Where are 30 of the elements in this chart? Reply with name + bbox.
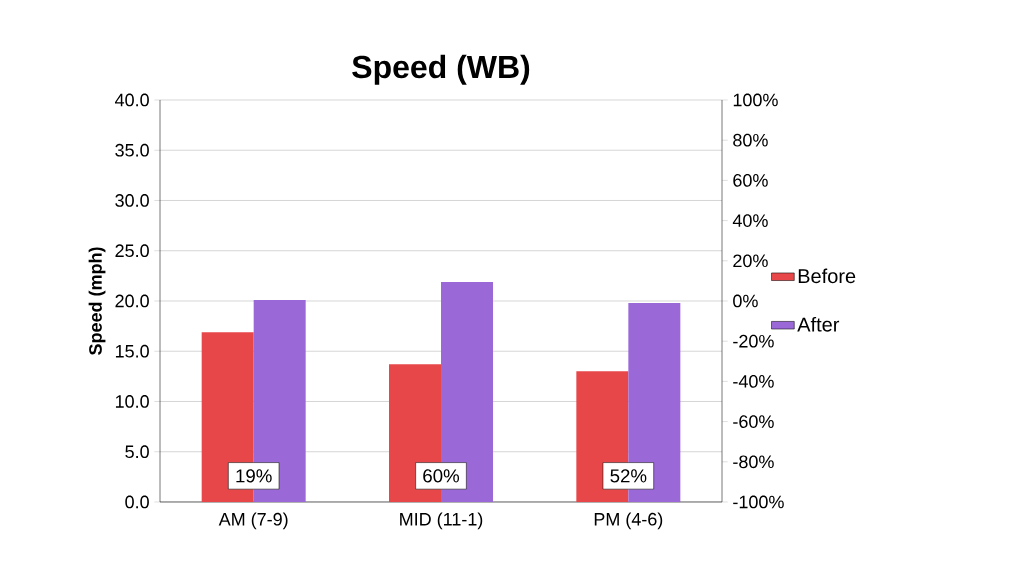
y-tick-label: 15.0 (115, 344, 149, 358)
y2-tick-label: 0% (733, 294, 758, 308)
y-tick-label: 20.0 (115, 294, 149, 308)
y2-tick-label: -20% (733, 334, 774, 348)
y-tick-label: 40.0 (115, 93, 149, 107)
legend-label: After (797, 316, 840, 332)
y-tick-label: 25.0 (115, 244, 149, 258)
y-tick-label: 5.0 (125, 445, 149, 459)
y2-tick-label: 100% (733, 93, 778, 107)
y-tick-label: 35.0 (115, 143, 149, 157)
annotation: 52% (610, 469, 647, 483)
y2-tick-label: 40% (732, 214, 768, 227)
legend-label: Before (798, 268, 856, 284)
annotation: 19% (236, 469, 272, 483)
y-tick-label: 30.0 (115, 194, 149, 207)
y2-tick-label: 20% (733, 254, 768, 268)
chart-title: Speed (WB) (352, 54, 530, 85)
y2-tick-label: -100% (733, 495, 784, 509)
x-tick-label: PM (4-6) (594, 512, 663, 530)
y2-tick-label: 60% (733, 174, 768, 187)
x-tick-label: MID (11-1) (400, 512, 483, 530)
y2-tick-label: -40% (733, 375, 774, 388)
y-axis-title: Speed (mph) (88, 247, 106, 355)
y2-tick-label: -80% (733, 455, 774, 469)
y-tick-label: 0.0 (125, 495, 149, 509)
y2-tick-label: -60% (733, 415, 774, 428)
x-tick-label: AM (7-9) (218, 512, 288, 530)
y-tick-label: 10.0 (115, 395, 149, 408)
annotation: 60% (423, 469, 460, 483)
y2-tick-label: 80% (733, 133, 768, 147)
